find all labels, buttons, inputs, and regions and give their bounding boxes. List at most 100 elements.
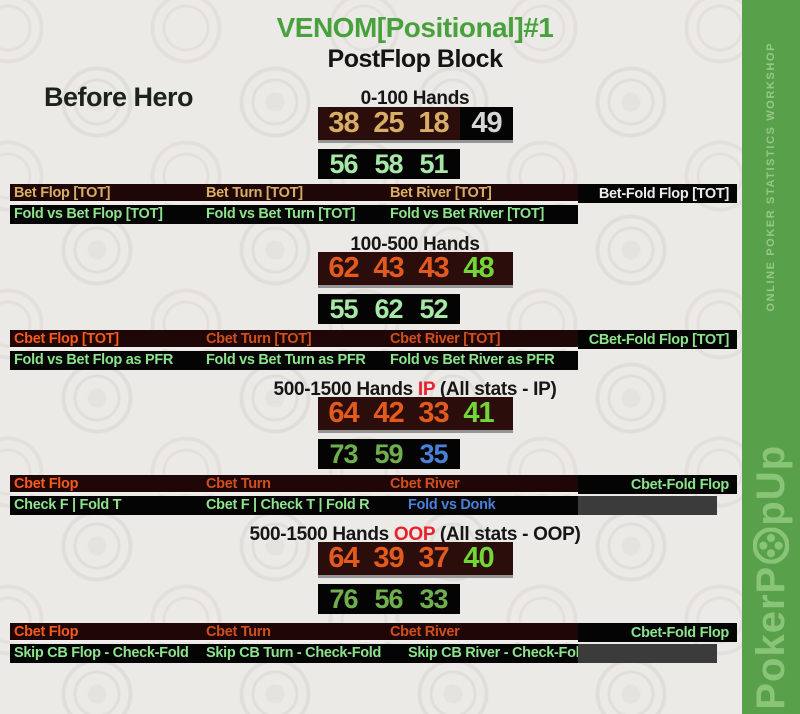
stat-value: 43	[373, 252, 404, 284]
stat-values-row-bottom: 55 62 52	[318, 294, 460, 324]
stat-label: Cbet Flop	[14, 624, 79, 640]
stat-segment-maroon: 62 43 43 48	[318, 252, 513, 285]
section-title-suffix: (All stats - IP)	[434, 379, 557, 400]
stat-value: 56	[374, 583, 403, 614]
page-subtitle: PostFlop Block	[327, 45, 503, 73]
section-title-text: 500-1500 Hands	[273, 379, 418, 400]
stat-labels-row-bottom: Fold vs Bet Flop as PFR Fold vs Bet Turn…	[10, 351, 578, 370]
stat-label-right-segment: Cbet-Fold Flop	[578, 475, 737, 494]
stat-values-row-top: 62 43 43 48	[318, 252, 513, 288]
section-title-suffix: (All stats - OOP)	[434, 524, 581, 545]
stat-label-right-segment: Bet-Fold Flop [TOT]	[578, 184, 737, 203]
stat-values-row-top: 64 42 33 41	[318, 397, 513, 433]
stat-values-row-bottom: 56 58 51	[318, 149, 460, 179]
stat-label: Cbet Turn	[206, 624, 271, 640]
section-title: 100-500 Hands	[0, 234, 800, 256]
stat-label: Cbet-Fold Flop	[630, 477, 729, 493]
stat-values-row-bottom: 76 56 33	[318, 584, 460, 614]
stat-label: Cbet Turn	[206, 476, 271, 492]
stat-value: 49	[471, 107, 502, 139]
stat-value: 33	[419, 583, 448, 614]
stat-label-right-segment: CBet-Fold Flop [TOT]	[578, 330, 737, 349]
stat-value: 59	[374, 438, 403, 469]
section-title: 500-1500 Hands IP (All stats - IP)	[0, 379, 800, 401]
stat-labels-row-top: Cbet Flop [TOT] Cbet Turn [TOT] Cbet Riv…	[10, 330, 737, 349]
brand-logo: PokerP pUp	[749, 445, 794, 710]
stat-label: Bet River [TOT]	[390, 185, 492, 201]
poker-chip-icon	[753, 528, 789, 565]
stat-labels-row-bottom: Check F | Fold T Cbet F | Check T | Fold…	[10, 496, 578, 515]
stat-label: Fold vs Bet Turn as PFR	[206, 352, 366, 368]
stat-label: Fold vs Bet Flop as PFR	[14, 352, 174, 368]
stat-label: Skip CB Flop - Check-Fold	[14, 645, 189, 661]
page-title: VENOM[Positional]#1	[276, 12, 554, 43]
stat-value: 35	[419, 438, 448, 469]
stat-label: Bet-Fold Flop [TOT]	[598, 186, 729, 202]
stat-value: 58	[374, 148, 403, 179]
stat-label: Cbet River	[390, 624, 460, 640]
stat-label: Cbet Flop	[14, 476, 79, 492]
stat-label-right-segment: Cbet-Fold Flop	[578, 623, 737, 642]
empty-stat-placeholder	[578, 496, 717, 515]
stat-value: 33	[418, 397, 449, 429]
stat-values-row-bottom: 73 59 35	[318, 439, 460, 469]
stat-value: 64	[328, 542, 359, 574]
section-title-highlight: OOP	[393, 524, 435, 545]
stat-label: Cbet River	[390, 476, 460, 492]
stat-values-row-top: 64 39 37 40	[318, 542, 513, 578]
stat-label: Fold vs Bet River [TOT]	[390, 206, 544, 222]
section-title-text: 100-500 Hands	[350, 234, 480, 255]
section-title-text: 0-100 Hands	[360, 88, 470, 109]
stat-value: 64	[328, 397, 359, 429]
stat-value: 39	[373, 542, 404, 574]
stat-value: 40	[463, 542, 494, 574]
stat-label: Check F | Fold T	[14, 497, 122, 513]
section-title: 0-100 Hands	[0, 88, 800, 110]
brand-text-pre: PokerP	[748, 566, 793, 710]
section-title: 500-1500 Hands OOP (All stats - OOP)	[0, 524, 800, 546]
stat-segment-maroon: 64 42 33 41	[318, 397, 513, 430]
workshop-tagline: ONLINE POKER STATISTICS WORKSHOP	[765, 42, 777, 312]
stat-labels-row-bottom: Skip CB Flop - Check-Fold Skip CB Turn -…	[10, 644, 588, 663]
stat-segment-maroon: 64 39 37 40	[318, 542, 513, 575]
stat-value: 38	[328, 107, 359, 139]
stat-labels-row-top: Bet Flop [TOT] Bet Turn [TOT] Bet River …	[10, 184, 737, 203]
stat-value: 51	[419, 148, 448, 179]
stat-value: 73	[329, 438, 358, 469]
stat-value: 62	[328, 252, 359, 284]
stat-label: Cbet-Fold Flop	[630, 625, 729, 641]
stat-label: Bet Turn [TOT]	[206, 185, 303, 201]
stat-label: Fold vs Bet Turn [TOT]	[206, 206, 356, 222]
section-title-highlight: IP	[417, 379, 435, 400]
stat-label: Bet Flop [TOT]	[14, 185, 111, 201]
stat-value: 62	[374, 293, 403, 324]
stat-label: Skip CB Turn - Check-Fold	[206, 645, 382, 661]
stat-value: 18	[418, 107, 449, 139]
stat-labels-row-top: Cbet Flop Cbet Turn Cbet River Cbet-Fold…	[10, 475, 737, 494]
brand-text-post: pUp	[748, 445, 793, 527]
brand-sidebar: ONLINE POKER STATISTICS WORKSHOP PokerP p…	[742, 0, 800, 714]
stat-value: 76	[329, 583, 358, 614]
stat-value: 52	[419, 293, 448, 324]
stat-values-row-top: 38 25 18 49	[318, 107, 513, 143]
stat-segment-black: 49	[460, 107, 513, 140]
stat-value: 37	[418, 542, 449, 574]
stat-labels-row-top: Cbet Flop Cbet Turn Cbet River Cbet-Fold…	[10, 623, 737, 642]
stat-label: Fold vs Bet Flop [TOT]	[14, 206, 163, 222]
stat-label: Skip CB River - Check-Fold	[408, 645, 588, 661]
stat-value: 48	[463, 252, 494, 284]
stat-value: 55	[329, 293, 358, 324]
stat-value: 25	[373, 107, 404, 139]
empty-stat-placeholder	[578, 644, 717, 663]
stat-label: Cbet F | Check T | Fold R	[206, 497, 370, 513]
stat-labels-row-bottom: Fold vs Bet Flop [TOT] Fold vs Bet Turn …	[10, 205, 578, 224]
stat-value: 42	[373, 397, 404, 429]
section-title-text: 500-1500 Hands	[249, 524, 394, 545]
stat-value: 56	[329, 148, 358, 179]
stat-label: Cbet Turn [TOT]	[206, 331, 312, 347]
stat-label: Fold vs Bet River as PFR	[390, 352, 555, 368]
stat-value: 41	[463, 397, 494, 429]
context-label: Before Hero	[44, 82, 194, 112]
stat-label: Fold vs Donk	[408, 497, 496, 513]
